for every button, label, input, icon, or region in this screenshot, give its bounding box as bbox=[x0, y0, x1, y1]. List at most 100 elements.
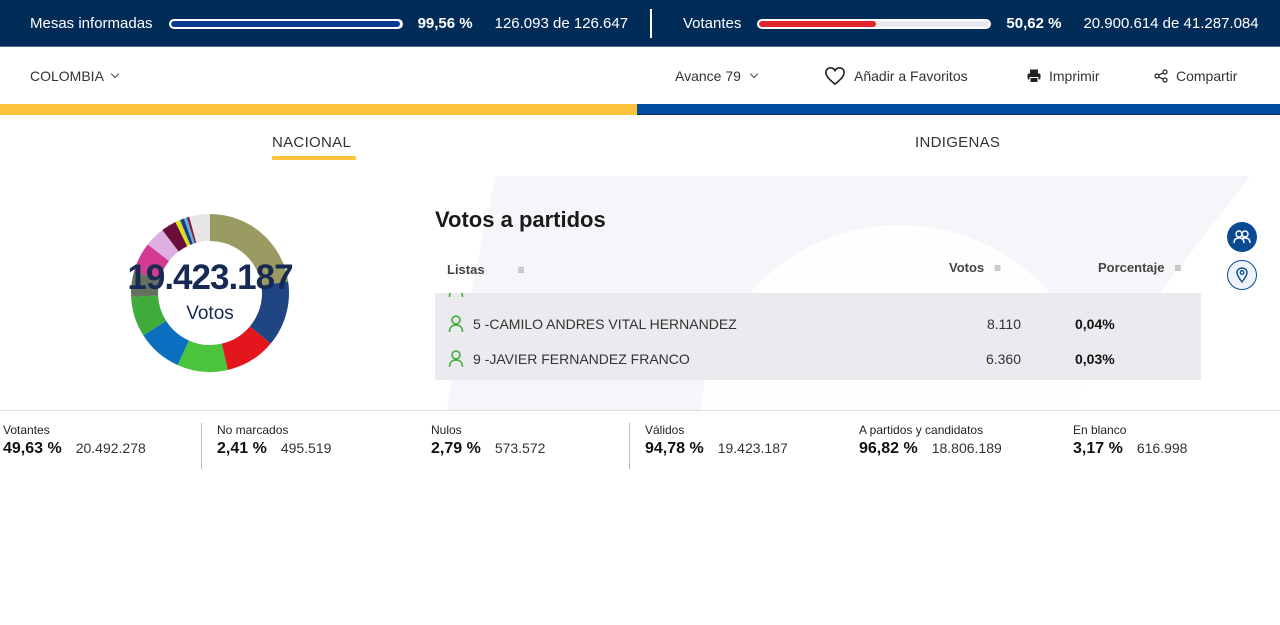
mesas-label: Mesas informadas bbox=[30, 15, 153, 32]
candidates-view-button[interactable] bbox=[1227, 222, 1257, 252]
stat-value: 18.806.189 bbox=[931, 440, 1002, 456]
votantes-label: Votantes bbox=[683, 15, 742, 32]
summary-footer: Votantes 49,63 % 20.492.278 No marcados 2… bbox=[0, 410, 1280, 478]
donut-segment[interactable] bbox=[221, 326, 271, 370]
tab-indigenas[interactable]: INDIGENAS bbox=[915, 134, 1001, 151]
donut-segment[interactable] bbox=[183, 217, 195, 244]
donut-segment[interactable] bbox=[210, 214, 289, 286]
donut-segment[interactable] bbox=[131, 295, 167, 336]
votantes-count: 20.900.614 de 41.287.084 bbox=[1083, 15, 1259, 32]
donut-segment[interactable] bbox=[133, 244, 170, 279]
candidate-votes: 8.110 bbox=[987, 315, 1021, 332]
progress-header: Mesas informadas 99,56 % 126.093 de 126.… bbox=[0, 0, 1280, 47]
stat-percent: 96,82 % bbox=[859, 440, 918, 457]
stat-label: Votantes bbox=[3, 423, 50, 437]
donut-svg bbox=[131, 214, 289, 372]
listas-header-label: Listas bbox=[447, 262, 485, 277]
column-menu-icon[interactable]: ≡ bbox=[517, 262, 525, 277]
footer-divider bbox=[201, 423, 202, 469]
printer-icon bbox=[1027, 69, 1041, 83]
donut-segment[interactable] bbox=[162, 221, 188, 252]
region-label: COLOMBIA bbox=[30, 68, 104, 84]
donut-total-votes: 19.423.187 bbox=[127, 258, 293, 297]
votantes-progress-fill bbox=[759, 20, 876, 27]
compartir-label: Compartir bbox=[1176, 68, 1238, 84]
compartir-button[interactable]: Compartir bbox=[1154, 48, 1237, 104]
column-header-listas[interactable]: Listas ≡ bbox=[447, 262, 525, 277]
heart-icon bbox=[825, 66, 845, 86]
table-row[interactable]: 5 -CAMILO ANDRES VITAL HERNANDEZ 8.110 0… bbox=[435, 306, 1201, 341]
table-row[interactable]: 9 -JAVIER FERNANDEZ FRANCO 6.360 0,03% bbox=[435, 341, 1201, 376]
candidate-name: 9 -JAVIER FERNANDEZ FRANCO bbox=[473, 350, 690, 367]
stat-validos: Válidos 94,78 % 19.423.187 bbox=[645, 423, 788, 458]
mesas-informadas: Mesas informadas 99,56 % 126.093 de 126.… bbox=[30, 0, 628, 47]
header-divider bbox=[650, 9, 652, 38]
tab-nacional[interactable]: NACIONAL bbox=[272, 134, 352, 151]
stat-label: En blanco bbox=[1073, 423, 1127, 437]
porcentaje-header-label: Porcentaje bbox=[1098, 260, 1165, 275]
footer-divider bbox=[629, 423, 630, 469]
candidate-name: 5 -CAMILO ANDRES VITAL HERNANDEZ bbox=[473, 315, 737, 332]
mesas-percent: 99,56 % bbox=[417, 15, 473, 32]
donut-segment[interactable] bbox=[131, 271, 160, 297]
votantes-progress-bar bbox=[757, 18, 992, 29]
stat-no-marcados: No marcados 2,41 % 495.519 bbox=[217, 423, 331, 458]
person-icon bbox=[448, 293, 464, 297]
candidate-percent: 0,03% bbox=[1075, 350, 1115, 367]
chevron-down-icon bbox=[749, 69, 759, 79]
panel-title: Votos a partidos bbox=[435, 207, 606, 232]
donut-segment[interactable] bbox=[189, 214, 210, 243]
map-pin-icon bbox=[1236, 267, 1248, 283]
donut-segment[interactable] bbox=[177, 340, 228, 372]
stat-value: 573.572 bbox=[494, 440, 546, 456]
region-dropdown[interactable]: COLOMBIA bbox=[30, 48, 120, 104]
candidate-percent: 0,04% bbox=[1075, 315, 1115, 332]
donut-segment[interactable] bbox=[143, 320, 189, 366]
stat-value: 19.423.187 bbox=[717, 440, 788, 456]
votes-donut-chart bbox=[130, 213, 290, 373]
column-header-porcentaje[interactable]: Porcentaje ≡ bbox=[1098, 260, 1182, 275]
person-icon bbox=[448, 314, 464, 332]
tab-active-indicator bbox=[272, 156, 356, 160]
donut-segment[interactable] bbox=[180, 218, 193, 245]
flag-stripe-blue bbox=[637, 104, 1280, 115]
donut-segment[interactable] bbox=[249, 281, 289, 344]
votos-header-label: Votos bbox=[949, 260, 985, 275]
stat-partidos-candidatos: A partidos y candidatos 96,82 % 18.806.18… bbox=[859, 423, 1002, 458]
nav-bar: COLOMBIA Avance 79 Añadir a Favoritos Im… bbox=[0, 48, 1280, 104]
person-icon bbox=[448, 349, 464, 367]
users-icon bbox=[1233, 230, 1251, 244]
column-header-votos[interactable]: Votos ≡ bbox=[949, 260, 1001, 275]
stat-percent: 2,41 % bbox=[217, 440, 267, 457]
column-menu-icon[interactable]: ≡ bbox=[1174, 260, 1182, 275]
stat-label: A partidos y candidatos bbox=[859, 423, 984, 437]
mesas-progress-bar bbox=[168, 18, 403, 29]
chevron-down-icon bbox=[110, 69, 120, 79]
stat-percent: 94,78 % bbox=[645, 440, 704, 457]
stat-label: Válidos bbox=[645, 423, 685, 437]
stat-nulos: Nulos 2,79 % 573.572 bbox=[431, 423, 545, 458]
stat-value: 616.998 bbox=[1136, 440, 1188, 456]
favoritos-button[interactable]: Añadir a Favoritos bbox=[824, 48, 968, 104]
flag-stripe-yellow bbox=[0, 104, 637, 115]
map-view-button[interactable] bbox=[1227, 260, 1257, 290]
column-menu-icon[interactable]: ≡ bbox=[994, 260, 1002, 275]
imprimir-button[interactable]: Imprimir bbox=[1027, 48, 1100, 104]
donut-segment[interactable] bbox=[186, 216, 197, 244]
votantes-progress: Votantes 50,62 % 20.900.614 de 41.287.08… bbox=[683, 0, 1259, 47]
stat-label: Nulos bbox=[431, 423, 462, 437]
stat-percent: 3,17 % bbox=[1073, 440, 1123, 457]
stat-label: No marcados bbox=[217, 423, 289, 437]
donut-segment[interactable] bbox=[147, 230, 179, 261]
donut-segment[interactable] bbox=[175, 219, 191, 247]
stat-value: 495.519 bbox=[280, 440, 332, 456]
votantes-percent: 50,62 % bbox=[1006, 15, 1062, 32]
favoritos-label: Añadir a Favoritos bbox=[854, 68, 968, 84]
stat-value: 20.492.278 bbox=[75, 440, 146, 456]
stat-en-blanco: En blanco 3,17 % 616.998 bbox=[1073, 423, 1187, 458]
share-icon bbox=[1154, 69, 1168, 83]
results-table-body[interactable]: 5 -CAMILO ANDRES VITAL HERNANDEZ 8.110 0… bbox=[435, 293, 1201, 380]
avance-dropdown[interactable]: Avance 79 bbox=[675, 48, 759, 104]
imprimir-label: Imprimir bbox=[1049, 68, 1100, 84]
candidate-votes: 6.360 bbox=[985, 350, 1021, 367]
